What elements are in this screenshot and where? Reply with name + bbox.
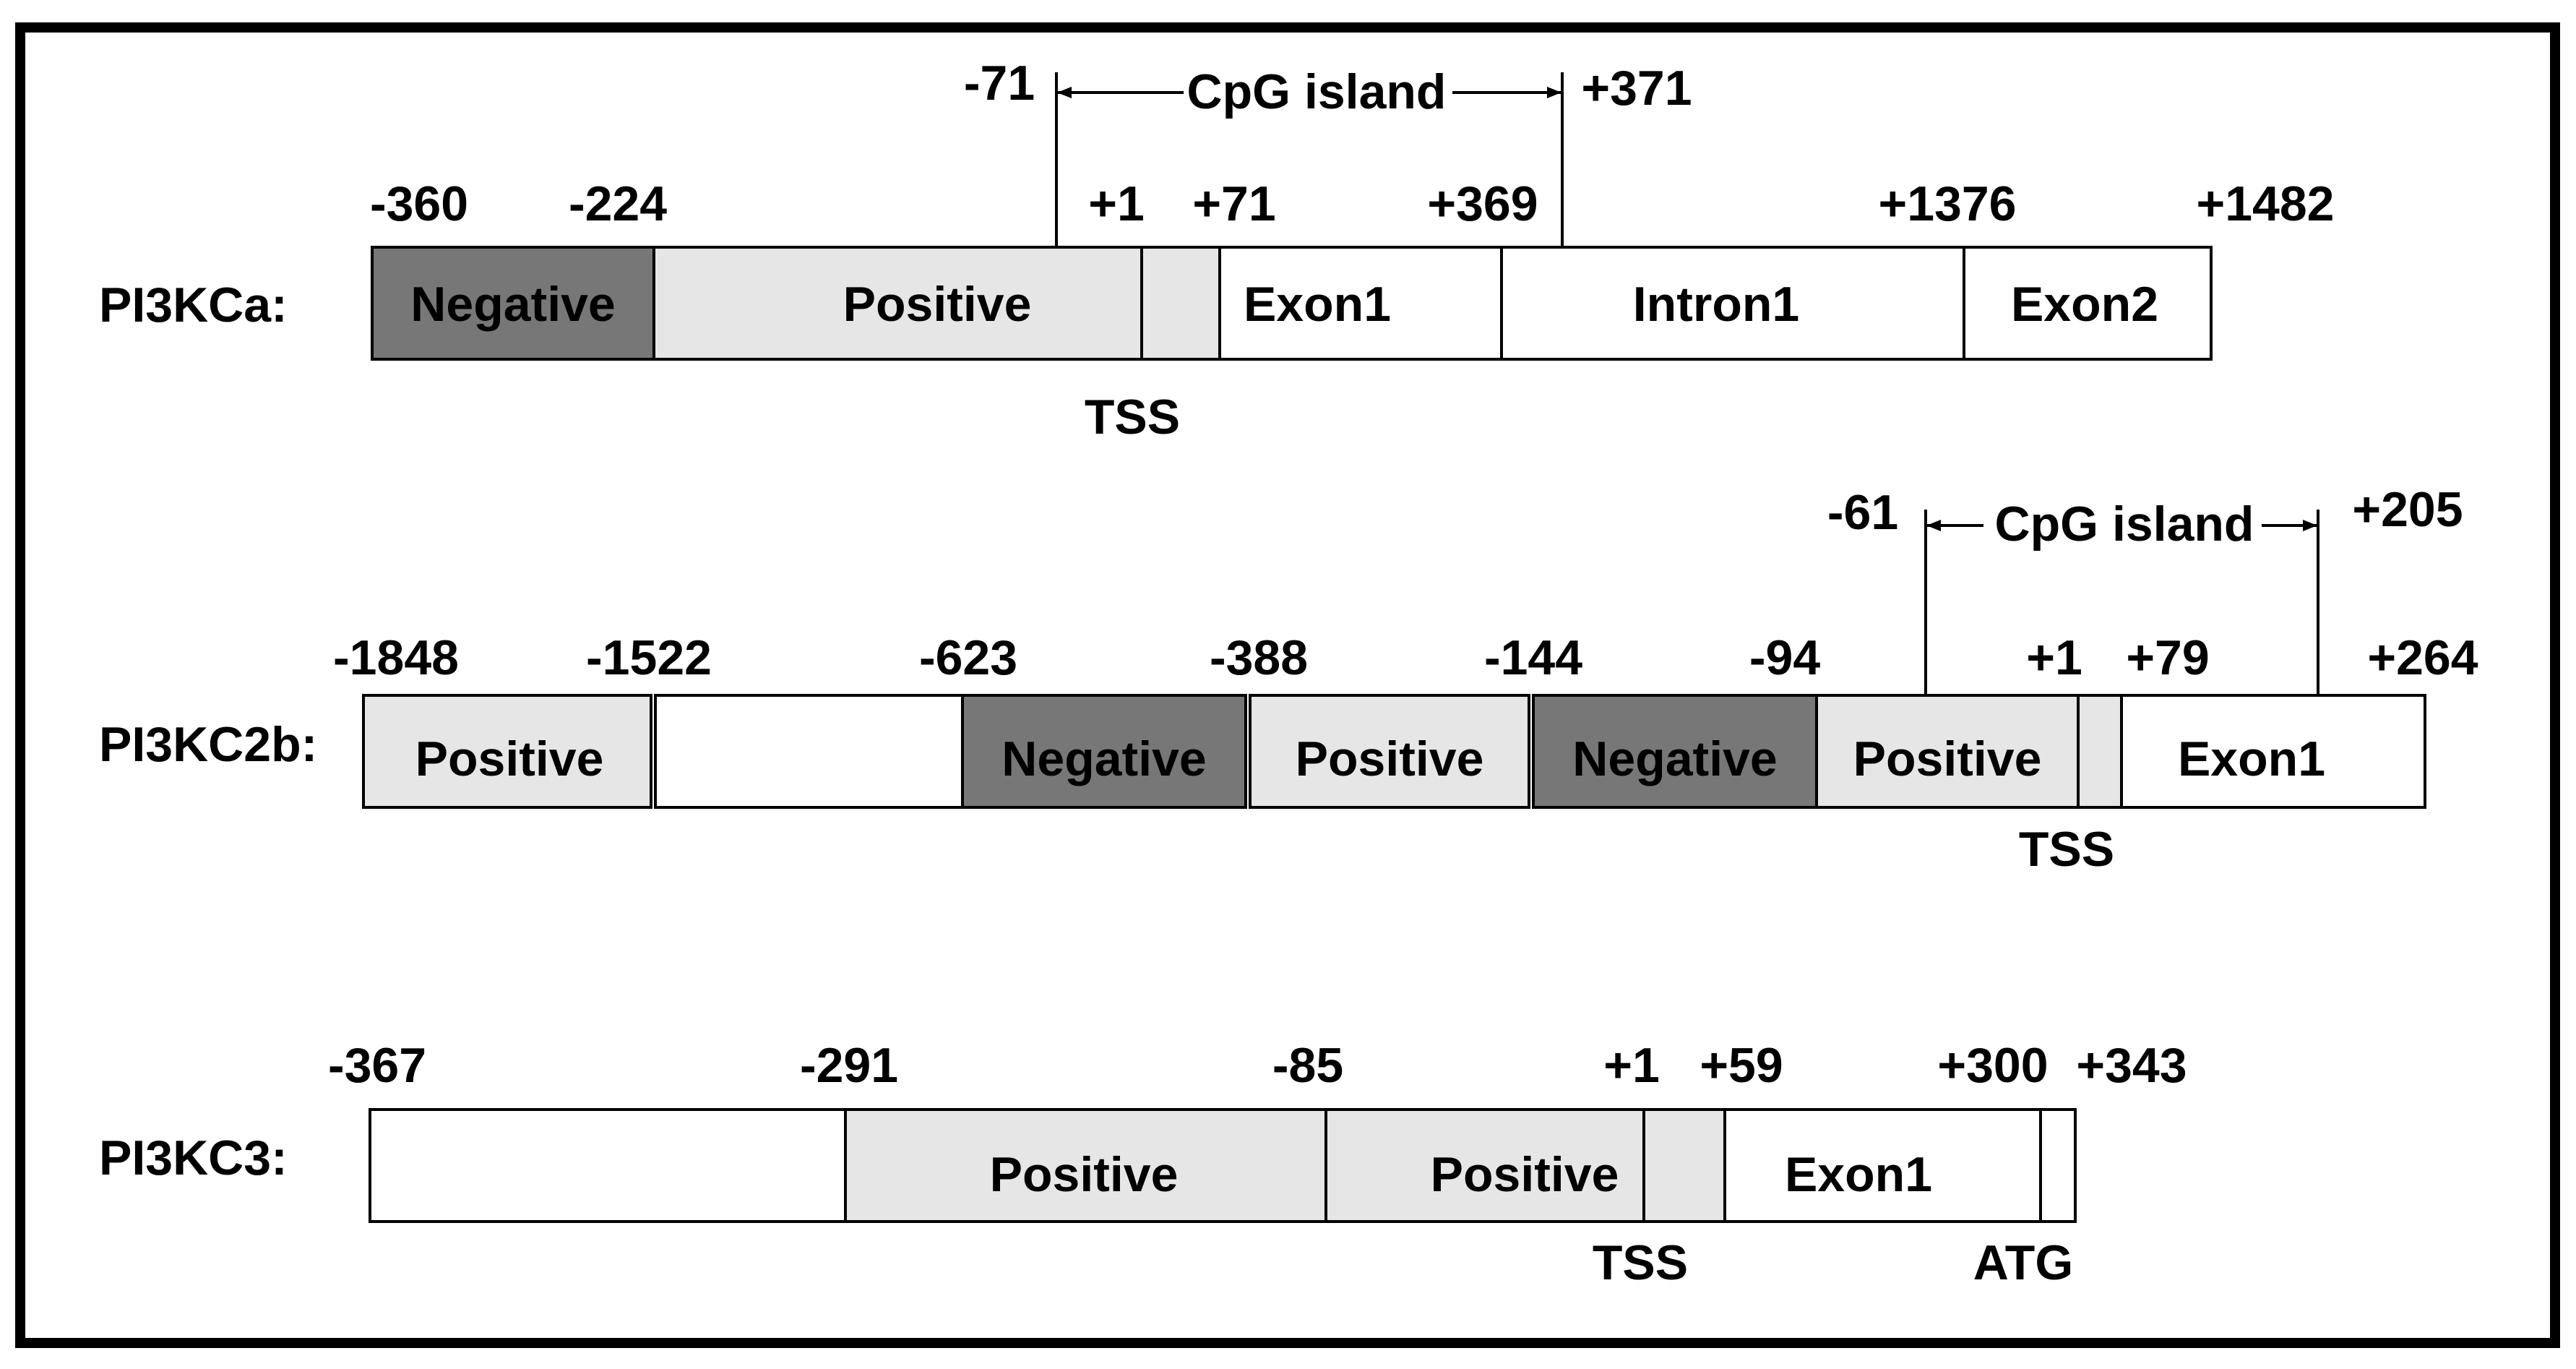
segment-exon2 — [1963, 246, 2213, 361]
segment-label: Exon1 — [2178, 731, 2325, 786]
segment-label: Positive — [1853, 731, 2042, 786]
segment-tss-region — [1642, 1108, 1726, 1223]
segment-exon1 — [1723, 1108, 2042, 1223]
gene-name-pi3kca: PI3KCa: — [99, 278, 288, 332]
segment-negative — [1532, 694, 1818, 809]
position-label: -388 — [1210, 630, 1308, 685]
position-label: +1 — [1088, 176, 1145, 231]
cpg-start-label: -71 — [964, 56, 1035, 111]
position-label: +1482 — [2197, 176, 2335, 231]
position-label: +1 — [1603, 1038, 1660, 1093]
segment-positive — [362, 694, 652, 809]
segment-plain — [654, 694, 964, 809]
segment-positive — [844, 1108, 1327, 1223]
cpg-island-label: CpG island — [1187, 64, 1447, 119]
segment-exon1 — [2120, 694, 2426, 809]
position-label: +79 — [2126, 630, 2209, 685]
cpg-end-label: +371 — [1581, 61, 1692, 116]
segment-label: Positive — [990, 1147, 1179, 1202]
segment-label: Exon1 — [1244, 277, 1391, 332]
segment-label: Exon1 — [1785, 1147, 1932, 1202]
atg-label: ATG — [1973, 1235, 2074, 1290]
segment-positive — [652, 246, 1143, 361]
position-label: -1522 — [586, 630, 712, 685]
segment-positive — [1324, 1108, 1645, 1223]
segment-atg — [2039, 1108, 2077, 1223]
position-label: +264 — [2367, 630, 2478, 685]
position-label: -623 — [919, 630, 1017, 685]
segment-negative — [371, 246, 655, 361]
segment-exon1 — [1218, 246, 1503, 361]
segment-label: Exon2 — [2011, 277, 2158, 332]
segment-tss-region — [1140, 246, 1221, 361]
segment-label: Positive — [415, 731, 604, 786]
tss-label: TSS — [2019, 822, 2114, 877]
segment-label: Negative — [1001, 731, 1206, 786]
cpg-start-label: -61 — [1827, 485, 1898, 540]
position-label: -144 — [1484, 630, 1582, 685]
position-label: -94 — [1749, 630, 1820, 685]
position-label: -367 — [328, 1038, 426, 1093]
segment-negative — [961, 694, 1247, 809]
tss-label: TSS — [1085, 390, 1180, 445]
segment-plain — [369, 1108, 847, 1223]
segment-label: Intron1 — [1633, 277, 1799, 332]
tss-label: TSS — [1593, 1235, 1688, 1290]
segment-intron1 — [1500, 246, 1965, 361]
position-label: -224 — [569, 176, 667, 231]
segment-label: Positive — [1296, 731, 1484, 786]
gene-track-pi3kca: PI3KCa: Negative Positive Exon1 Intron1 … — [99, 56, 2334, 445]
position-label: +1 — [2026, 630, 2082, 685]
gene-track-pi3kc3: PI3KC3: Positive Positive Exon1 -367 -29… — [99, 1038, 2187, 1290]
position-label: -360 — [370, 176, 468, 231]
segment-tss-region — [2077, 694, 2123, 809]
position-label: +343 — [2076, 1038, 2187, 1093]
segment-label: Negative — [1572, 731, 1777, 786]
position-label: +71 — [1192, 176, 1275, 231]
position-label: -85 — [1272, 1038, 1343, 1093]
cpg-end-label: +205 — [2352, 482, 2463, 537]
gene-track-pi3kc2b: PI3KC2b: Positive Negative Positive Nega… — [99, 482, 2478, 877]
segment-label: Positive — [1431, 1147, 1619, 1202]
segment-label: Negative — [410, 277, 615, 332]
cpg-island-label: CpG island — [1995, 497, 2254, 552]
segment-positive — [1249, 694, 1530, 809]
position-label: -1848 — [333, 630, 459, 685]
position-label: +59 — [1700, 1038, 1783, 1093]
gene-name-pi3kc2b: PI3KC2b: — [99, 717, 317, 772]
position-label: +300 — [1937, 1038, 2048, 1093]
segment-label: Positive — [843, 277, 1032, 332]
position-label: -291 — [800, 1038, 898, 1093]
gene-name-pi3kc3: PI3KC3: — [99, 1130, 288, 1185]
position-label: +1376 — [1879, 176, 2017, 231]
position-label: +369 — [1427, 176, 1538, 231]
